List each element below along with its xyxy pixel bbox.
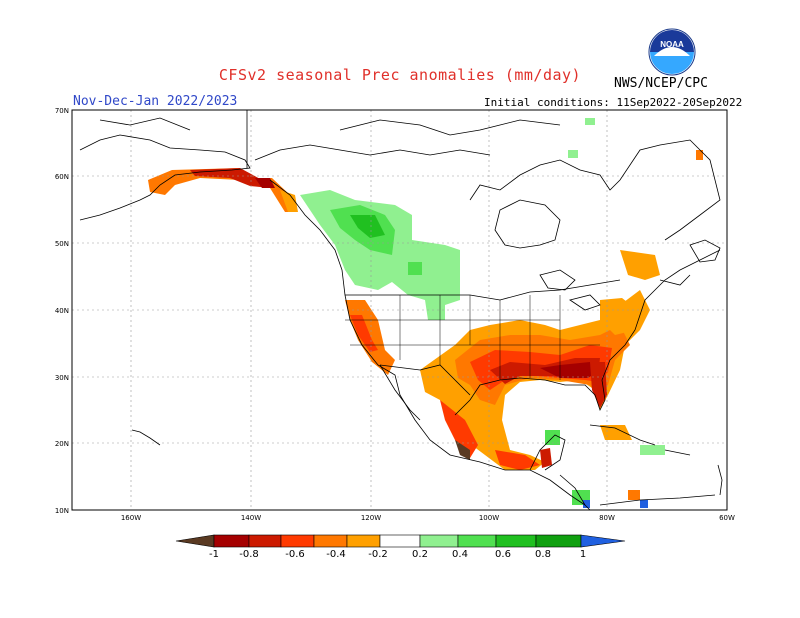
colorbar-label: -0.4: [326, 549, 346, 560]
colorbar-label: -1: [209, 549, 219, 560]
initial-conditions: Initial conditions: 11Sep2022-20Sep2022: [484, 96, 743, 109]
colorbar-left-arrow: [175, 534, 215, 548]
colorbar-label: 0.2: [412, 549, 428, 560]
lat-label: 50N: [55, 240, 69, 248]
lon-label: 100W: [479, 514, 499, 522]
colorbar-segment: [280, 534, 315, 548]
forecast-period: Nov-Dec-Jan 2022/2023: [73, 94, 238, 109]
colorbar-label: -0.6: [285, 549, 305, 560]
map-frame: [71, 109, 728, 511]
lon-label: 80W: [599, 514, 615, 522]
colorbar-label: -0.2: [368, 549, 388, 560]
lon-label: 120W: [361, 514, 381, 522]
organization-label: NWS/NCEP/CPC: [614, 76, 708, 91]
colorbar-segment: [248, 534, 282, 548]
colorbar-segment: [419, 534, 459, 548]
latitude-labels: 70N 60N 50N 40N 30N 20N 10N: [55, 107, 69, 515]
colorbar-segment: [213, 534, 250, 548]
colorbar-segment: [457, 534, 497, 548]
colorbar-segment: [495, 534, 537, 548]
colorbar-segment: [313, 534, 348, 548]
lat-label: 70N: [55, 107, 69, 115]
colorbar-label: -0.8: [239, 549, 259, 560]
colorbar-segment: [346, 534, 381, 548]
lat-label: 20N: [55, 440, 69, 448]
lat-label: 10N: [55, 507, 69, 515]
lat-label: 40N: [55, 307, 69, 315]
lat-label: 60N: [55, 173, 69, 181]
colorbar-label: 1: [580, 549, 586, 560]
lon-label: 60W: [719, 514, 735, 522]
colorbar-label: 0.6: [495, 549, 511, 560]
lat-label: 30N: [55, 374, 69, 382]
noaa-logo-text: NOAA: [660, 40, 684, 49]
map-title: CFSv2 seasonal Prec anomalies (mm/day): [218, 66, 582, 84]
longitude-labels: 160W 140W 120W 100W 80W 60W: [121, 514, 735, 522]
map-grid: [72, 110, 727, 510]
colorbar-right-arrow: [580, 534, 626, 548]
lon-label: 160W: [121, 514, 141, 522]
noaa-logo: NOAA: [648, 28, 696, 76]
lon-label: 140W: [241, 514, 261, 522]
colorbar-segment: [379, 534, 421, 548]
colorbar-segment: [535, 534, 582, 548]
colorbar-label: 0.8: [535, 549, 551, 560]
colorbar: -1 -0.8 -0.6 -0.4 -0.2 0.2 0.4 0.6 0.8 1: [175, 534, 626, 560]
coastlines: [79, 110, 723, 511]
colorbar-label: 0.4: [452, 549, 468, 560]
